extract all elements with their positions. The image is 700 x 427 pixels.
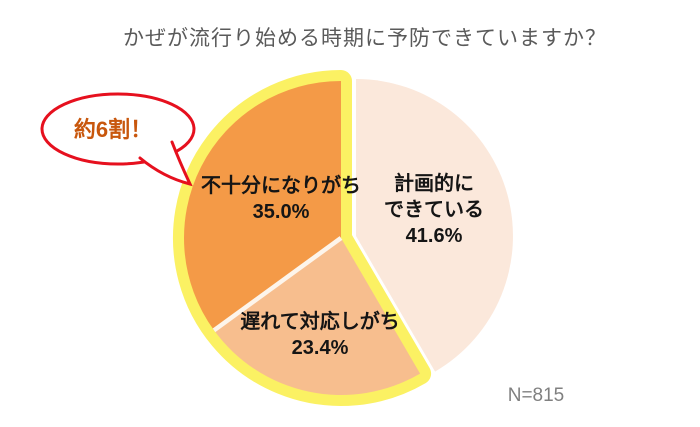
label-planned-line2: できている (384, 198, 484, 221)
slice-divider (212, 236, 343, 333)
pie-slice-insufficient (184, 81, 341, 331)
label-planned: 計画的に できている 41.6% (384, 171, 484, 247)
label-insufficient-line1: 不十分になりがち (201, 173, 361, 197)
label-planned-pct: 41.6% (406, 225, 463, 247)
callout-tail-arrow (138, 140, 193, 187)
label-insufficient-pct: 35.0% (253, 201, 310, 223)
label-late-line1: 遅れて対応しがち (240, 309, 399, 333)
chart-title: かぜが流行り始める時期に予防できていますか？ (123, 27, 607, 50)
label-late: 遅れて対応しがち 23.4% (240, 309, 399, 359)
label-late-pct: 23.4% (292, 337, 349, 359)
label-planned-line1: 計画的に (394, 171, 474, 195)
pie-slice-late (214, 238, 421, 395)
highlight-outline-yellow (172, 70, 432, 406)
callout-label: 約6割！ (74, 117, 152, 142)
pie-slice-planned (356, 79, 513, 372)
sample-size-label: N=815 (508, 385, 565, 406)
label-insufficient: 不十分になりがち 35.0% (201, 173, 361, 223)
callout-bubble (40, 92, 196, 166)
